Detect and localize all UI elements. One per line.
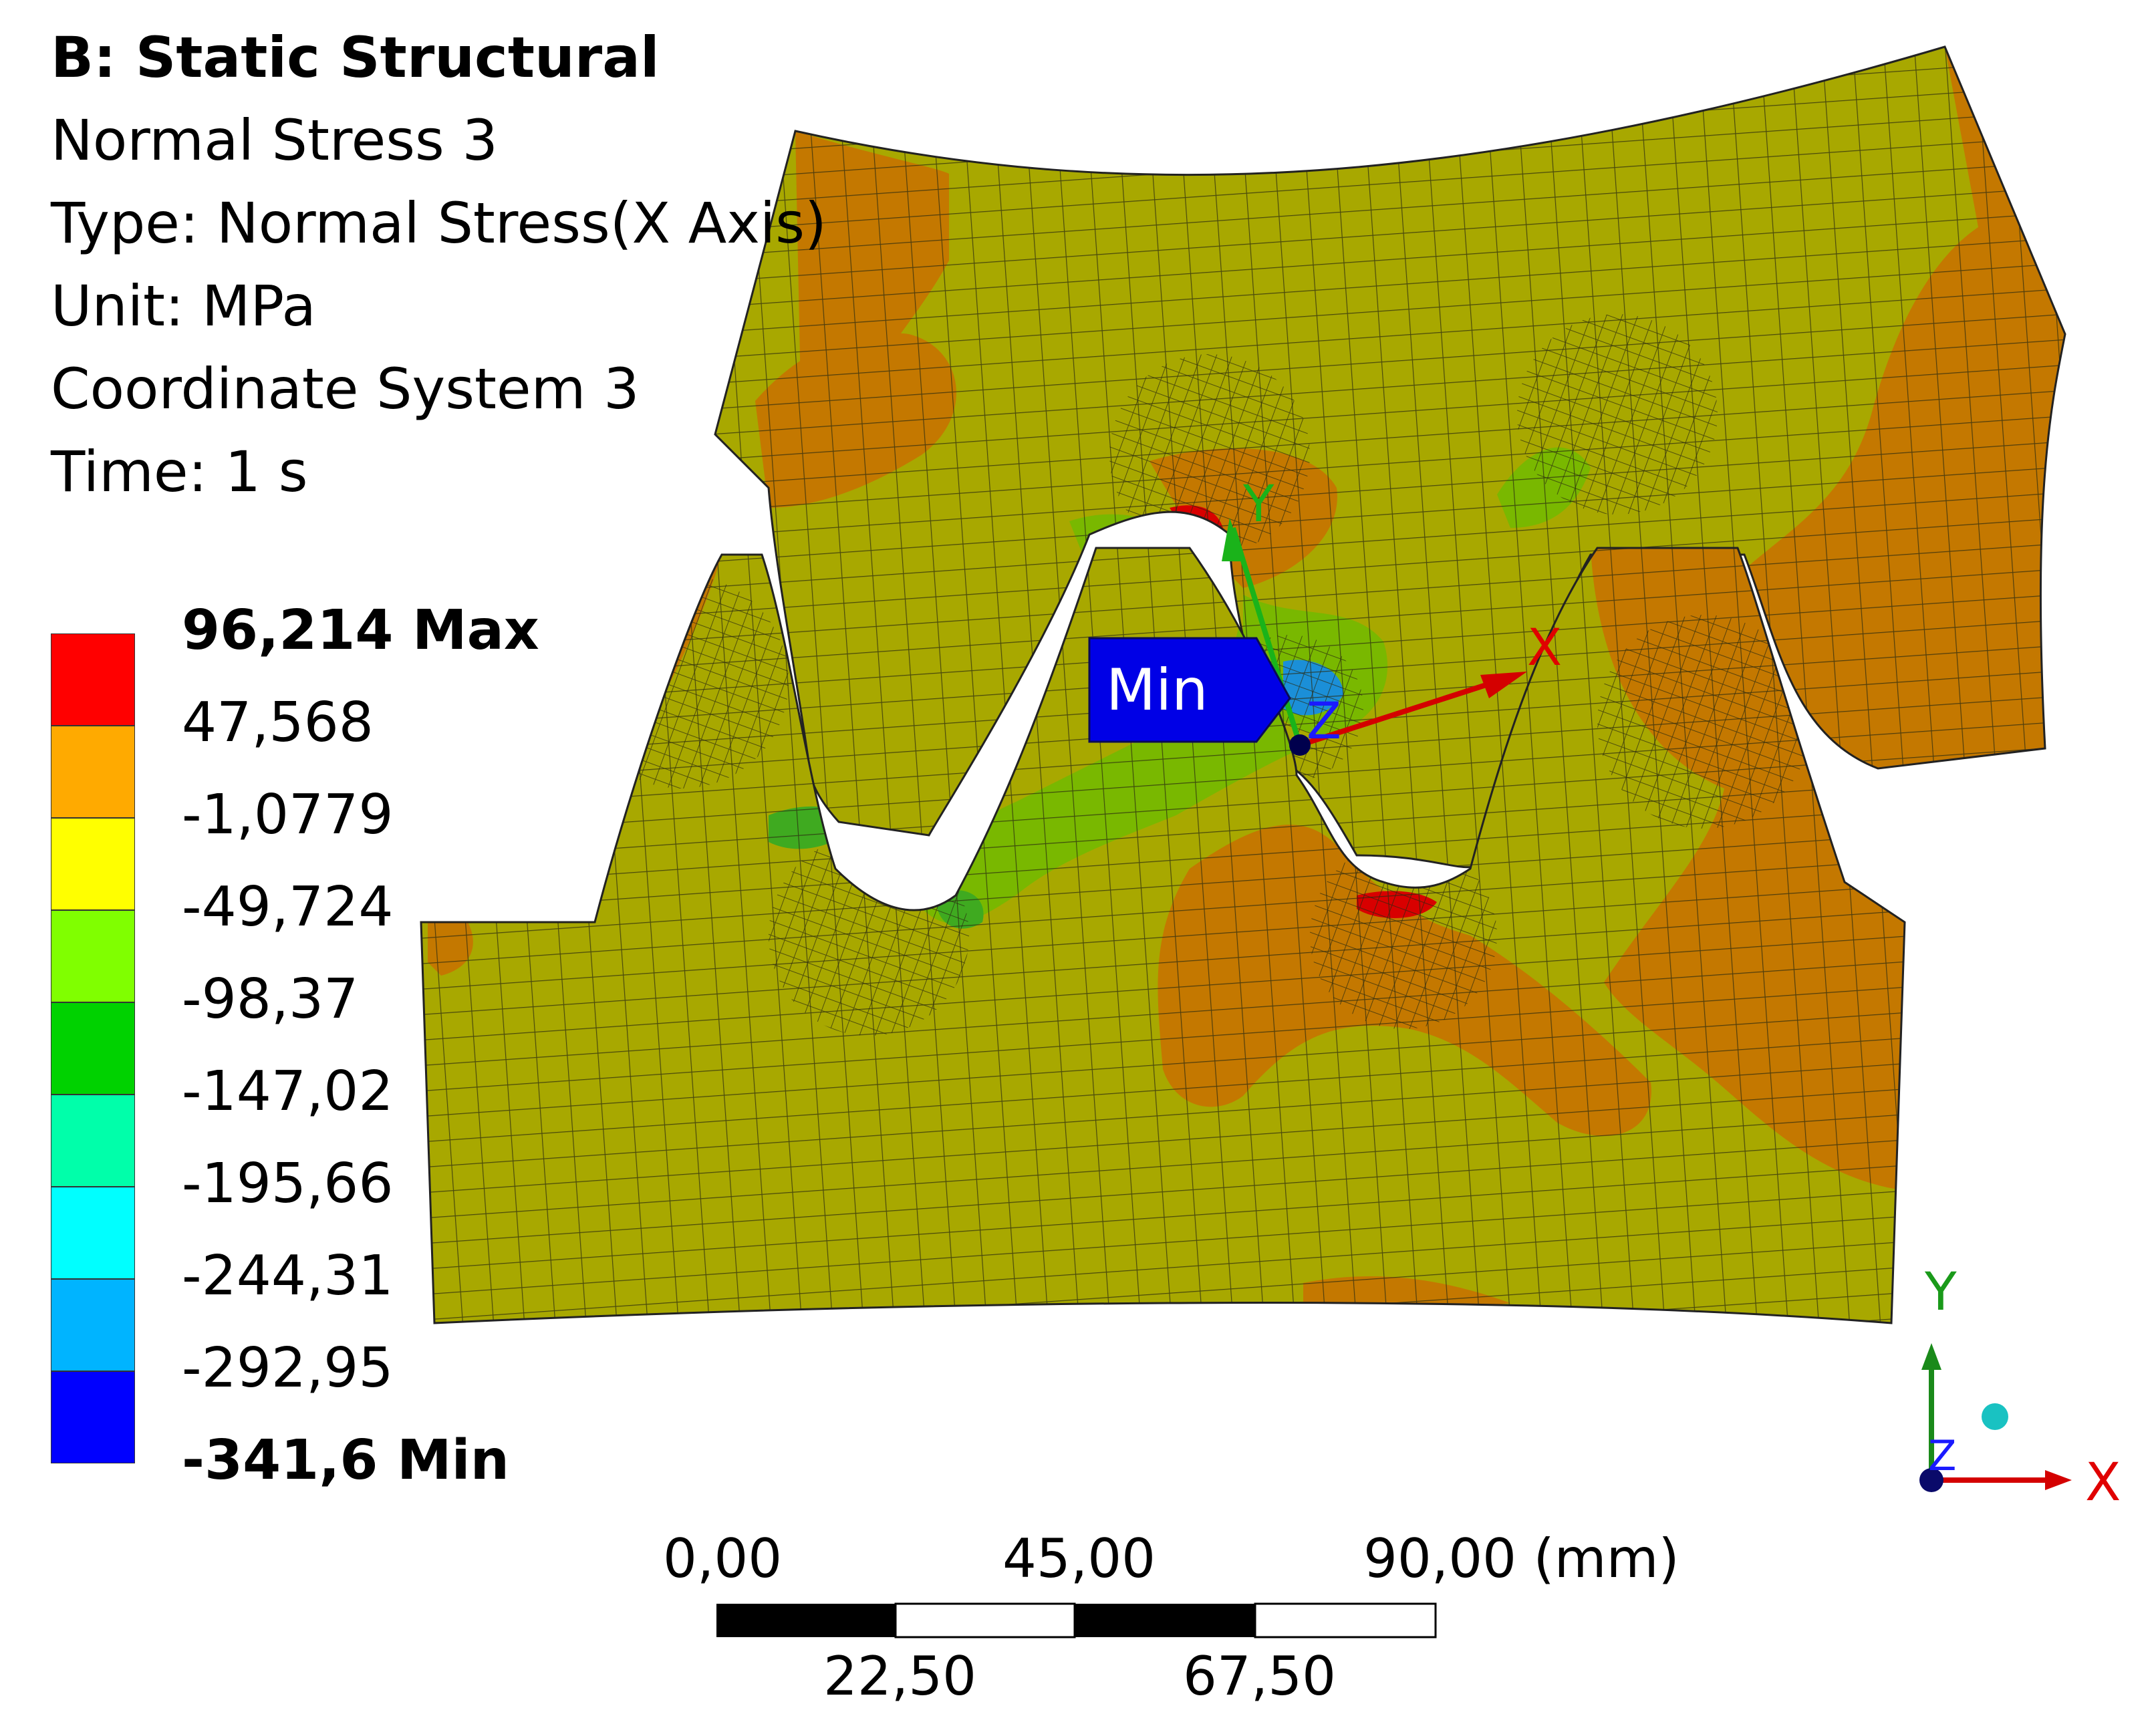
scale-label-22-5: 22,50: [823, 1645, 977, 1707]
triad-y-arrowhead: [1921, 1343, 1941, 1370]
scale-label-0: 0,00: [663, 1528, 783, 1590]
legend-band-2: [51, 726, 135, 818]
legend-band-9: [51, 1371, 135, 1463]
legend-band-8: [51, 1279, 135, 1371]
scale-bar: [716, 1602, 1437, 1638]
mesh-refinement-zone: [1310, 842, 1497, 1029]
triad-y-label: Y: [1924, 1262, 1957, 1322]
legend-band-1: [51, 633, 135, 726]
legend-label: -1,0779: [182, 783, 394, 847]
upper-gear-mesh: [715, 47, 2065, 867]
min-probe-label: Min: [1106, 657, 1208, 724]
triad-iso-ball: [1982, 1403, 2008, 1430]
scale-bar-segment-4: [1254, 1602, 1437, 1638]
triad-origin: [1919, 1468, 1943, 1492]
scale-bar-segment-2: [894, 1602, 1076, 1638]
global-triad[interactable]: Y X Z: [1919, 1262, 2121, 1513]
legend-label: -147,02: [182, 1060, 394, 1123]
analysis-title: B: Static Structural: [51, 25, 660, 90]
local-y-axis: [1230, 527, 1303, 746]
legend-label: -49,724: [182, 875, 394, 939]
mesh-refinement-zone: [1597, 615, 1811, 829]
mesh-refinement-zone: [575, 575, 789, 789]
legend-band-7: [51, 1187, 135, 1279]
scale-bar-segment-1: [716, 1604, 896, 1637]
result-unit: Unit: MPa: [51, 273, 316, 339]
triad-z-label: Z: [1928, 1431, 1956, 1480]
local-x-axis: [1299, 672, 1518, 748]
legend-max-label: 96,214 Max: [182, 599, 539, 662]
mesh-refinement-zone: [769, 835, 969, 1036]
local-z-label: Z: [1307, 691, 1341, 750]
legend-label: -98,37: [182, 968, 359, 1031]
scale-bar-segment-3: [1075, 1604, 1255, 1637]
legend-label: 47,568: [182, 691, 374, 754]
legend-band-3: [51, 818, 135, 910]
legend-min-label: -341,6 Min: [182, 1429, 510, 1492]
scale-label-45: 45,00: [1002, 1528, 1156, 1590]
scale-label-67-5: 67,50: [1183, 1645, 1337, 1707]
result-name: Normal Stress 3: [51, 108, 498, 173]
triad-x-label: X: [2085, 1453, 2121, 1513]
legend-label: -244,31: [182, 1244, 394, 1308]
local-y-label: Y: [1242, 474, 1274, 533]
legend-band-6: [51, 1095, 135, 1187]
mesh-grid-lines: [715, 47, 2065, 867]
legend-color-bar: [51, 633, 135, 1463]
local-y-arrowhead: [1222, 518, 1244, 561]
local-origin: [1289, 734, 1311, 756]
legend-label: -195,66: [182, 1152, 394, 1216]
lower-gear-outline: [420, 547, 1906, 1324]
min-probe-background: [1088, 637, 1291, 743]
coordinate-system: Coordinate System 3: [51, 356, 640, 422]
upper-gear-outline: [714, 45, 2066, 869]
result-info-panel: B: Static Structural Normal Stress 3 Typ…: [51, 16, 827, 513]
local-coordinate-system: Y X Z: [1222, 474, 1562, 756]
mesh-refinement-zone: [1109, 354, 1310, 555]
scale-label-90: 90,00 (mm): [1363, 1528, 1679, 1590]
legend-band-4: [51, 910, 135, 1002]
result-time: Time: 1 s: [51, 439, 308, 505]
triad-x-arrowhead: [2045, 1470, 2072, 1490]
local-x-arrowhead: [1480, 672, 1527, 698]
mesh-refinement-zone: [1517, 314, 1718, 515]
result-type: Type: Normal Stress(X Axis): [51, 190, 827, 256]
local-x-label: X: [1527, 617, 1562, 677]
min-probe-flag[interactable]: Min: [1088, 637, 1291, 743]
legend-label: -292,95: [182, 1336, 394, 1400]
legend-band-5: [51, 1002, 135, 1095]
